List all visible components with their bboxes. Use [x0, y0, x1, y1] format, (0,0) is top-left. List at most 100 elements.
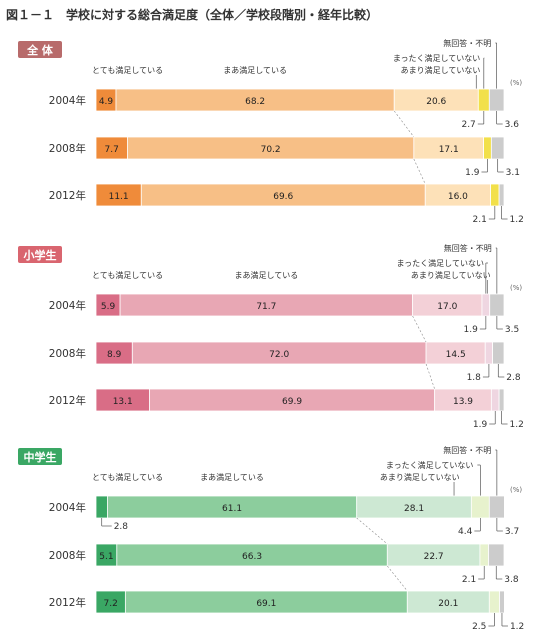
legend-label-not-satisfied: まったく満足していない — [393, 54, 480, 63]
year-label: 2008年 — [49, 142, 86, 155]
year-label: 2004年 — [49, 299, 86, 312]
data-label: 13.1 — [113, 397, 133, 407]
data-label: 69.9 — [282, 397, 302, 407]
data-label: 71.7 — [256, 302, 276, 312]
bar-segment — [498, 388, 505, 412]
data-label: 70.2 — [261, 145, 281, 155]
bar-segment — [488, 543, 505, 567]
bar-segment — [490, 136, 505, 160]
data-label: 69.6 — [273, 192, 293, 202]
legend-label-very-satisfied: とても満足している — [92, 473, 163, 482]
bar-segment — [488, 88, 505, 112]
legend-label-somewhat-satisfied: まあ満足している — [200, 473, 264, 482]
bar-row-1: 2008年 8.9 72.0 14.5 1.8 2.8 — [49, 341, 521, 383]
bar-segment — [488, 590, 500, 614]
data-label: 2.1 — [472, 215, 486, 225]
bar-segment — [484, 341, 493, 365]
group-badge-label: 全 体 — [26, 43, 54, 57]
bar-segment — [477, 88, 490, 112]
data-label: 2.7 — [461, 120, 475, 130]
bar-segment — [481, 293, 491, 317]
row-connector — [412, 315, 427, 343]
data-label: 17.0 — [437, 302, 457, 312]
data-label: 13.9 — [453, 397, 473, 407]
bar-segment — [470, 495, 490, 519]
legend-label-somewhat-satisfied: まあ満足している — [234, 271, 298, 280]
data-label: 7.2 — [104, 599, 118, 609]
bar-segment — [479, 543, 489, 567]
data-label: 3.7 — [505, 527, 519, 537]
data-label: 4.4 — [458, 527, 473, 537]
data-label: 8.9 — [107, 350, 122, 360]
data-label: 14.5 — [446, 350, 466, 360]
data-label: 16.0 — [448, 192, 468, 202]
data-label: 3.5 — [505, 325, 519, 335]
data-label: 20.6 — [426, 97, 446, 107]
bar-segment — [499, 590, 505, 614]
data-label: 72.0 — [269, 350, 289, 360]
legend-label-no-answer: 無回答・不明 — [443, 445, 491, 455]
data-label: 1.9 — [473, 420, 488, 430]
data-label: 3.6 — [505, 120, 520, 130]
unit-label: (%) — [510, 284, 522, 292]
row-connector — [394, 110, 415, 138]
bar-row-1: 2008年 5.1 66.3 22.7 2.1 3.8 — [49, 543, 519, 585]
legend-label-not-very-satisfied: あまり満足していない — [380, 473, 460, 482]
legend-label-no-answer: 無回答・不明 — [443, 38, 491, 48]
bar-row-0: 2004年 4.9 68.2 20.6 2.7 3.6 — [49, 88, 520, 130]
legend-label-very-satisfied: とても満足している — [92, 271, 163, 280]
bar-segment — [488, 495, 505, 519]
year-label: 2012年 — [49, 596, 86, 609]
data-label: 69.1 — [256, 599, 276, 609]
legend-label-somewhat-satisfied: まあ満足している — [223, 66, 287, 75]
bar-row-0: 2004年 5.9 71.7 17.0 1.9 3.5 — [49, 293, 519, 335]
row-connector — [356, 517, 388, 545]
data-label: 3.8 — [504, 575, 519, 585]
data-label: 4.9 — [99, 97, 114, 107]
data-label: 2.5 — [472, 622, 486, 632]
data-label: 5.9 — [101, 302, 116, 312]
row-connector — [425, 363, 435, 390]
data-label: 3.1 — [506, 168, 520, 178]
bar-row-2: 2012年 7.2 69.1 20.1 2.5 1.2 — [49, 590, 524, 632]
legend-label-very-satisfied: とても満足している — [92, 66, 163, 75]
data-label: 1.9 — [464, 325, 479, 335]
figure-title: 図１－１ 学校に対する総合満足度（全体／学校段階別・経年比較） — [6, 7, 378, 22]
legend-label-not-very-satisfied: あまり満足していない — [401, 66, 481, 75]
year-label: 2004年 — [49, 94, 86, 107]
data-label: 2.8 — [114, 522, 129, 532]
year-label: 2004年 — [49, 501, 86, 514]
bar-row-2: 2012年 11.1 69.6 16.0 2.1 1.2 — [49, 183, 524, 225]
bar-row-1: 2008年 7.7 70.2 17.1 1.9 3.1 — [49, 136, 520, 178]
bar-row-0: 2004年 2.8 61.1 28.1 4.4 3.7 — [49, 495, 519, 537]
year-label: 2008年 — [49, 347, 86, 360]
data-label: 7.7 — [105, 145, 119, 155]
group-badge-label: 中学生 — [24, 450, 57, 464]
data-label: 20.1 — [438, 599, 458, 609]
legend-label-not-satisfied: まったく満足していない — [397, 259, 484, 268]
data-label: 1.8 — [467, 373, 482, 383]
unit-label: (%) — [510, 79, 522, 87]
year-label: 2012年 — [49, 394, 86, 407]
data-label: 66.3 — [242, 552, 262, 562]
data-label: 2.8 — [506, 373, 521, 383]
group-badge — [18, 246, 62, 263]
bar-segment — [489, 293, 505, 317]
data-label: 1.2 — [510, 622, 524, 632]
data-label: 61.1 — [222, 504, 242, 514]
group-badge-label: 小学生 — [23, 248, 57, 262]
bar-row-2: 2012年 13.1 69.9 13.9 1.9 1.2 — [49, 388, 524, 430]
unit-label: (%) — [510, 486, 522, 494]
bar-segment — [498, 183, 505, 207]
legend-label-no-answer: 無回答・不明 — [444, 243, 492, 253]
data-label: 1.2 — [510, 215, 524, 225]
group-badge — [18, 448, 62, 465]
data-label: 11.1 — [109, 192, 129, 202]
data-label: 1.2 — [510, 420, 524, 430]
bar-segment — [492, 341, 505, 365]
